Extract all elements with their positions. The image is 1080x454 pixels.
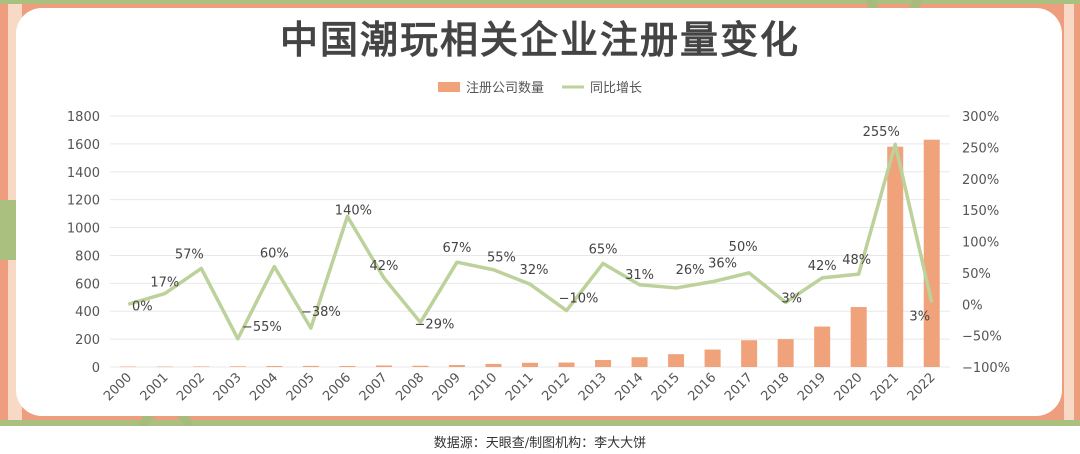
x-tick-label: 2007 — [357, 370, 391, 404]
source-footer: 数据源：天眼查/制图机构：李大大饼 — [433, 436, 647, 451]
y-left-tick-label: 1400 — [67, 166, 100, 181]
y-left-tick-label: 800 — [75, 249, 100, 264]
decor-green-band — [0, 200, 16, 260]
y-left-tick-label: 1600 — [67, 138, 100, 153]
x-tick-label: 2005 — [284, 370, 318, 404]
line-data-label: 3% — [909, 309, 930, 324]
bar-2018 — [777, 339, 794, 367]
decor-green-band — [0, 420, 1080, 426]
line-data-label: 32% — [520, 263, 549, 278]
line-data-label: 67% — [443, 241, 472, 256]
x-tick-label: 2011 — [503, 370, 537, 404]
line-data-label: 26% — [676, 263, 705, 278]
x-tick-label: 2009 — [430, 370, 464, 404]
line-data-label: 140% — [335, 203, 372, 218]
chart-canvas: 0 200 400 600 800 1000 1200 1400 1600 1800 −100% −5… — [67, 81, 1010, 404]
x-tick-label: 2003 — [211, 370, 245, 404]
line-data-label: 50% — [729, 240, 758, 255]
x-tick-label: 2006 — [320, 370, 354, 404]
line-data-label: −29% — [415, 317, 455, 332]
line-data-label: 57% — [175, 247, 204, 262]
bar-2009 — [448, 365, 465, 367]
legend-bar-label: 注册公司数量 — [466, 81, 544, 96]
line-data-label: 55% — [487, 251, 516, 266]
x-tick-label: 2000 — [101, 370, 135, 404]
bar-2003 — [229, 366, 246, 367]
bar-2002 — [193, 366, 210, 367]
line-data-label: 60% — [260, 247, 289, 262]
x-tick-label: 2017 — [722, 370, 756, 404]
line-data-label: 42% — [808, 259, 837, 274]
line-data-label: 42% — [369, 259, 398, 274]
x-tick-label: 2012 — [539, 370, 573, 404]
y-right-tick-label: −100% — [962, 361, 1010, 376]
x-tick-label: 2013 — [576, 370, 610, 404]
bar-2010 — [485, 363, 502, 367]
line-data-label: 31% — [625, 268, 654, 283]
x-tick-label: 2019 — [795, 370, 829, 404]
bar-2013 — [595, 360, 612, 367]
y-right-tick-label: −50% — [962, 330, 1002, 345]
y-left-tick-label: 600 — [75, 277, 100, 292]
bar-2015 — [668, 354, 685, 367]
x-tick-label: 2008 — [393, 370, 427, 404]
y-right-tick-label: 100% — [962, 236, 999, 251]
bar-2008 — [412, 365, 429, 367]
y-right-tick-label: 0% — [962, 298, 983, 313]
y-right-tick-label: 250% — [962, 141, 999, 156]
line-data-label: 48% — [842, 253, 871, 268]
line-data-label: 0% — [132, 299, 153, 314]
x-tick-label: 2021 — [868, 370, 902, 404]
bar-2020 — [850, 307, 867, 367]
y-left-tick-label: 400 — [75, 305, 100, 320]
x-tick-label: 2018 — [758, 370, 792, 404]
line-data-label: 255% — [863, 125, 900, 140]
x-tick-label: 2014 — [612, 370, 646, 404]
line-data-label: 36% — [708, 257, 737, 272]
x-tick-label: 2004 — [247, 370, 281, 404]
line-data-label: 65% — [589, 242, 618, 257]
legend-bar-swatch — [438, 82, 460, 92]
y-left-tick-label: 200 — [75, 333, 100, 348]
bar-2011 — [522, 362, 538, 367]
y-left-tick-label: 1200 — [67, 194, 100, 209]
bar-2000 — [120, 366, 137, 368]
decor-green-band — [0, 0, 1080, 4]
line-data-label: 3% — [781, 291, 802, 306]
bar-2022 — [923, 139, 940, 367]
decor-stripe — [1064, 0, 1074, 426]
bar-2001 — [156, 366, 173, 368]
bar-2017 — [741, 340, 758, 367]
bar-2006 — [339, 366, 356, 367]
bar-2005 — [302, 365, 319, 367]
y-left-tick-label: 0 — [92, 361, 100, 376]
x-tick-label: 2002 — [174, 370, 208, 404]
y-right-tick-label: 300% — [962, 110, 999, 125]
bar-2012 — [558, 362, 575, 367]
y-left-tick-label: 1000 — [67, 222, 100, 237]
bar-2021 — [887, 146, 904, 367]
bar-2004 — [266, 366, 283, 367]
legend-line-label: 同比增长 — [590, 81, 642, 96]
line-data-label: 17% — [150, 276, 179, 291]
line-data-label: −10% — [559, 292, 599, 307]
x-tick-label: 2016 — [685, 370, 719, 404]
y-right-tick-label: 200% — [962, 173, 999, 188]
bar-2019 — [814, 326, 831, 367]
bar-2016 — [704, 349, 721, 367]
x-tick-label: 2022 — [905, 370, 939, 404]
y-right-tick-label: 150% — [962, 204, 999, 219]
y-left-tick-label: 1800 — [67, 110, 100, 125]
x-tick-label: 2001 — [138, 370, 172, 404]
line-data-label: −55% — [242, 320, 282, 335]
x-tick-label: 2010 — [466, 370, 500, 404]
y-right-tick-label: 50% — [962, 267, 991, 282]
x-tick-label: 2020 — [832, 370, 866, 404]
chart-title: 中国潮玩相关企业注册量变化 — [279, 18, 800, 62]
growth-line — [127, 142, 934, 341]
bar-2014 — [631, 357, 648, 367]
bar-2007 — [375, 365, 392, 367]
line-data-label: −38% — [301, 305, 341, 320]
x-tick-label: 2015 — [649, 370, 683, 404]
